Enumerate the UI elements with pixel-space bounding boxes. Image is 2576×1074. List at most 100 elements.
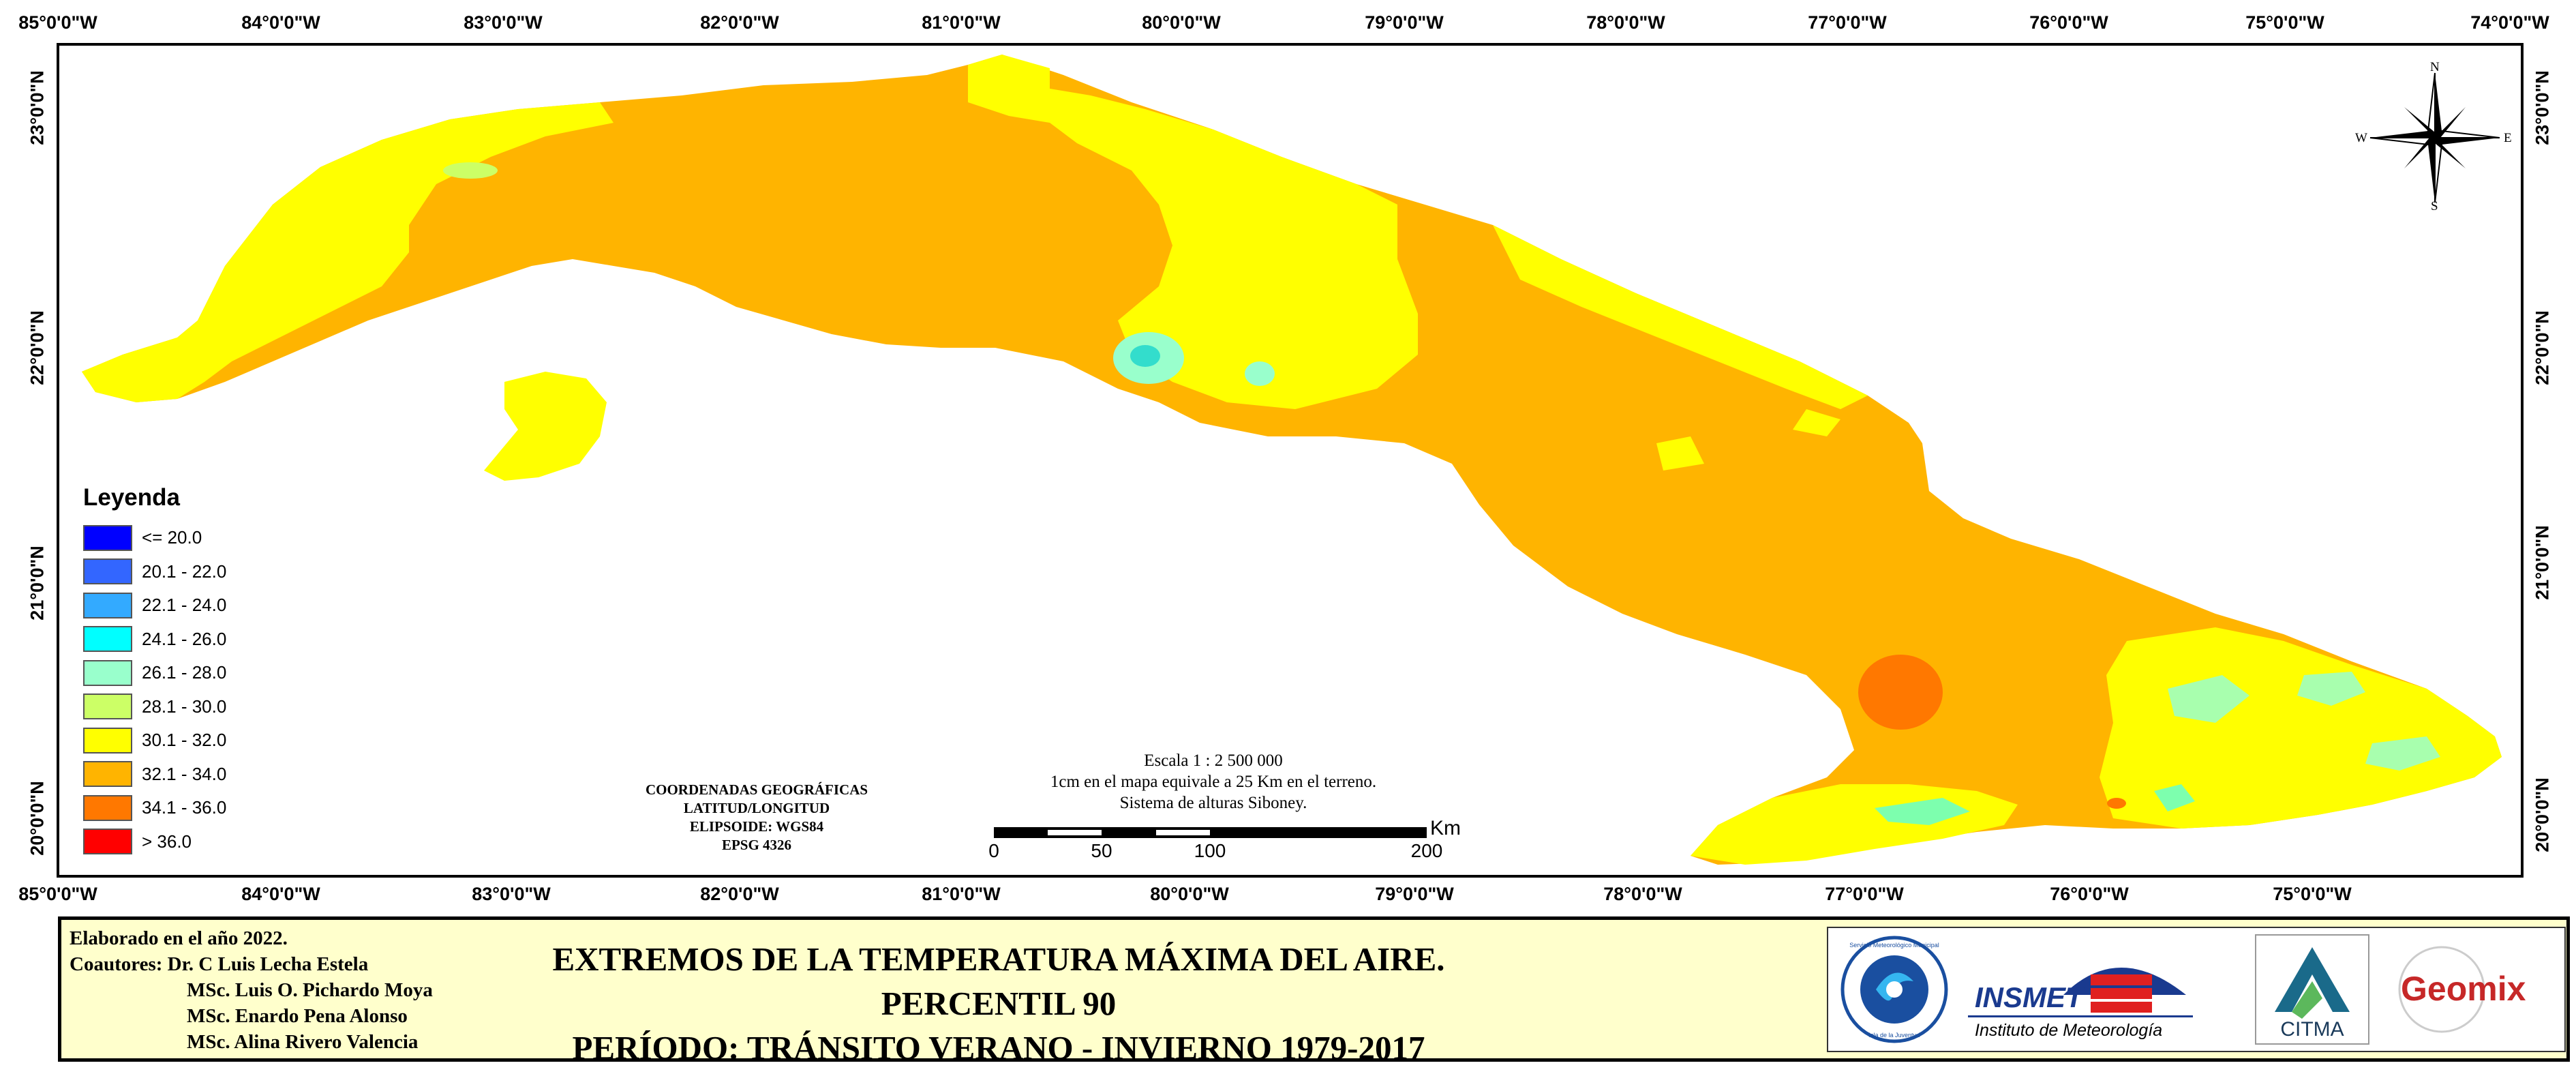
title-line-2: PERÍODO: TRÁNSITO VERANO - INVIERNO 1979… <box>572 1029 1425 1066</box>
compass-west-label: W <box>2355 131 2367 145</box>
lon-label-bottom: 85°0'0"W <box>18 884 97 904</box>
institution-logos: Servicio Meteorológico Municipal Isla de… <box>1827 927 2566 1052</box>
lon-label-bottom: 77°0'0"W <box>1825 884 1904 904</box>
legend-swatch <box>83 829 132 855</box>
lon-label-top: 79°0'0"W <box>1365 12 1444 33</box>
elaborated-note: Elaborado en el año 2022. <box>70 927 288 949</box>
smm-logo-text-bottom: Isla de la Juventud <box>1868 1032 1920 1039</box>
lat-label-right: 21°0'0"N <box>2532 525 2553 600</box>
legend-label: 32.1 - 34.0 <box>142 763 227 784</box>
legend-label: 30.1 - 32.0 <box>142 730 227 751</box>
lat-label-left: 21°0'0"N <box>27 546 48 621</box>
legend-swatch <box>83 727 132 754</box>
coord-info-line: EPSG 4326 <box>721 837 792 853</box>
legend-rows: <= 20.0 20.1 - 22.0 22.1 - 24.0 24.1 - 2… <box>83 521 226 859</box>
legend-swatch <box>83 592 132 618</box>
legend-item: 30.1 - 32.0 <box>83 724 226 758</box>
lon-label-top: 75°0'0"W <box>2245 12 2324 33</box>
lat-label-left: 20°0'0"N <box>27 781 48 856</box>
lat-label-left: 22°0'0"N <box>27 310 48 385</box>
author-name: MSc. Luis O. Pichardo Moya <box>187 979 433 1001</box>
author-name: Dr. C Luis Lecha Estela <box>167 953 369 975</box>
central-yellow-zone <box>1050 89 1418 409</box>
coord-info-line: COORDENADAS GEOGRÁFICAS <box>645 781 868 798</box>
scale-tick-label: 0 <box>988 840 999 861</box>
legend-item: 22.1 - 24.0 <box>83 588 226 623</box>
author-name: MSc. Alina Rivero Valencia <box>187 1031 419 1053</box>
compass-south-label: S <box>2431 199 2438 213</box>
eastern-cyan-patches <box>2168 672 2440 771</box>
legend-label: 26.1 - 28.0 <box>142 662 227 683</box>
geomix-name: Geomix <box>2401 970 2526 1008</box>
lon-label-bottom: 81°0'0"W <box>922 884 1001 904</box>
title-line-1: EXTREMOS DE LA TEMPERATURA MÁXIMA DEL AI… <box>552 940 1445 1022</box>
lat-label-right: 23°0'0"N <box>2532 70 2553 145</box>
legend-item: <= 20.0 <box>83 521 226 555</box>
legend-swatch <box>83 761 132 788</box>
lon-label-bottom: 82°0'0"W <box>700 884 779 904</box>
cauto-hot-zone <box>1858 655 1943 730</box>
lon-label-bottom: 80°0'0"W <box>1150 884 1229 904</box>
legend-title: Leyenda <box>83 484 180 511</box>
lon-label-bottom: 79°0'0"W <box>1375 884 1454 904</box>
temperature-map <box>57 43 2524 878</box>
scale-bar <box>994 827 1427 838</box>
legend-label: 24.1 - 26.0 <box>142 628 227 649</box>
lon-label-bottom: 78°0'0"W <box>1603 884 1682 904</box>
coord-info-line: ELIPSOIDE: WGS84 <box>689 818 824 835</box>
citma-name: CITMA <box>2280 1018 2344 1041</box>
scale-info: Escala 1 : 2 500 000 1cm en el mapa equi… <box>1009 750 1418 814</box>
citma-logo: CITMA <box>2255 934 2369 1045</box>
compass-rose <box>2369 72 2500 203</box>
lon-label-top: 74°0'0"W <box>2470 12 2549 33</box>
smm-logo-text-top: Servicio Meteorológico Municipal <box>1849 942 1939 949</box>
lon-label-top: 82°0'0"W <box>700 12 779 33</box>
legend-item: 34.1 - 36.0 <box>83 791 226 825</box>
coordinate-system-info: COORDENADAS GEOGRÁFICAS LATITUD/LONGITUD… <box>586 781 927 854</box>
legend-label: 28.1 - 30.0 <box>142 696 227 717</box>
lat-label-right: 20°0'0"N <box>2532 777 2553 852</box>
legend-label: > 36.0 <box>142 831 192 852</box>
lon-label-bottom: 76°0'0"W <box>2050 884 2129 904</box>
north-coast-yellow <box>1493 225 1868 409</box>
height-system: Sistema de alturas Siboney. <box>1119 794 1307 812</box>
legend-label: 22.1 - 24.0 <box>142 595 227 616</box>
lon-label-bottom: 75°0'0"W <box>2273 884 2352 904</box>
lat-label-left: 23°0'0"N <box>27 70 48 145</box>
legend: Leyenda <= 20.0 20.1 - 22.0 22.1 - 24.0 … <box>83 484 226 859</box>
insmet-logo: INSMET Instituto de Meteorología <box>1968 968 2193 1040</box>
smm-logo: Servicio Meteorológico Municipal Isla de… <box>1840 936 1948 1043</box>
legend-swatch <box>83 558 132 585</box>
scale-equivalence: 1cm en el mapa equivale a 25 Km en el te… <box>1050 773 1377 791</box>
legend-label: <= 20.0 <box>142 527 202 548</box>
west-highland <box>443 162 498 179</box>
lon-label-top: 78°0'0"W <box>1586 12 1665 33</box>
footer-panel: Elaborado en el año 2022. Coautores: Dr.… <box>58 916 2570 1066</box>
coord-info-line: LATITUD/LONGITUD <box>683 800 830 816</box>
lon-label-top: 81°0'0"W <box>922 12 1001 33</box>
lon-label-top: 80°0'0"W <box>1142 12 1221 33</box>
scale-tick-label: 50 <box>1091 840 1112 861</box>
north-central-yellow <box>968 55 1050 123</box>
legend-item: 20.1 - 22.0 <box>83 555 226 589</box>
north-cays <box>1656 409 1840 471</box>
legend-swatch <box>83 693 132 720</box>
legend-label: 20.1 - 22.0 <box>142 561 227 582</box>
legend-item: 32.1 - 34.0 <box>83 758 226 792</box>
lon-label-top: 76°0'0"W <box>2029 12 2108 33</box>
lon-label-bottom: 84°0'0"W <box>241 884 320 904</box>
insmet-sub: Instituto de Meteorología <box>1975 1021 2162 1040</box>
legend-swatch <box>83 524 132 551</box>
escambray-core <box>1130 345 1160 367</box>
lon-label-top: 84°0'0"W <box>241 12 320 33</box>
lon-label-top: 85°0'0"W <box>18 12 97 33</box>
legend-label: 34.1 - 36.0 <box>142 797 227 818</box>
trinidad-highland <box>1245 361 1275 386</box>
author-line: Coautores: Dr. C Luis Lecha Estela <box>70 951 433 977</box>
sierra-maestra-cyan <box>1875 784 2195 825</box>
geomix-logo: Geomix <box>2398 946 2526 1033</box>
isla-de-la-juventud <box>484 372 607 481</box>
eastern-yellow-zone <box>2100 627 2502 829</box>
lon-label-bottom: 83°0'0"W <box>472 884 551 904</box>
legend-swatch <box>83 794 132 821</box>
